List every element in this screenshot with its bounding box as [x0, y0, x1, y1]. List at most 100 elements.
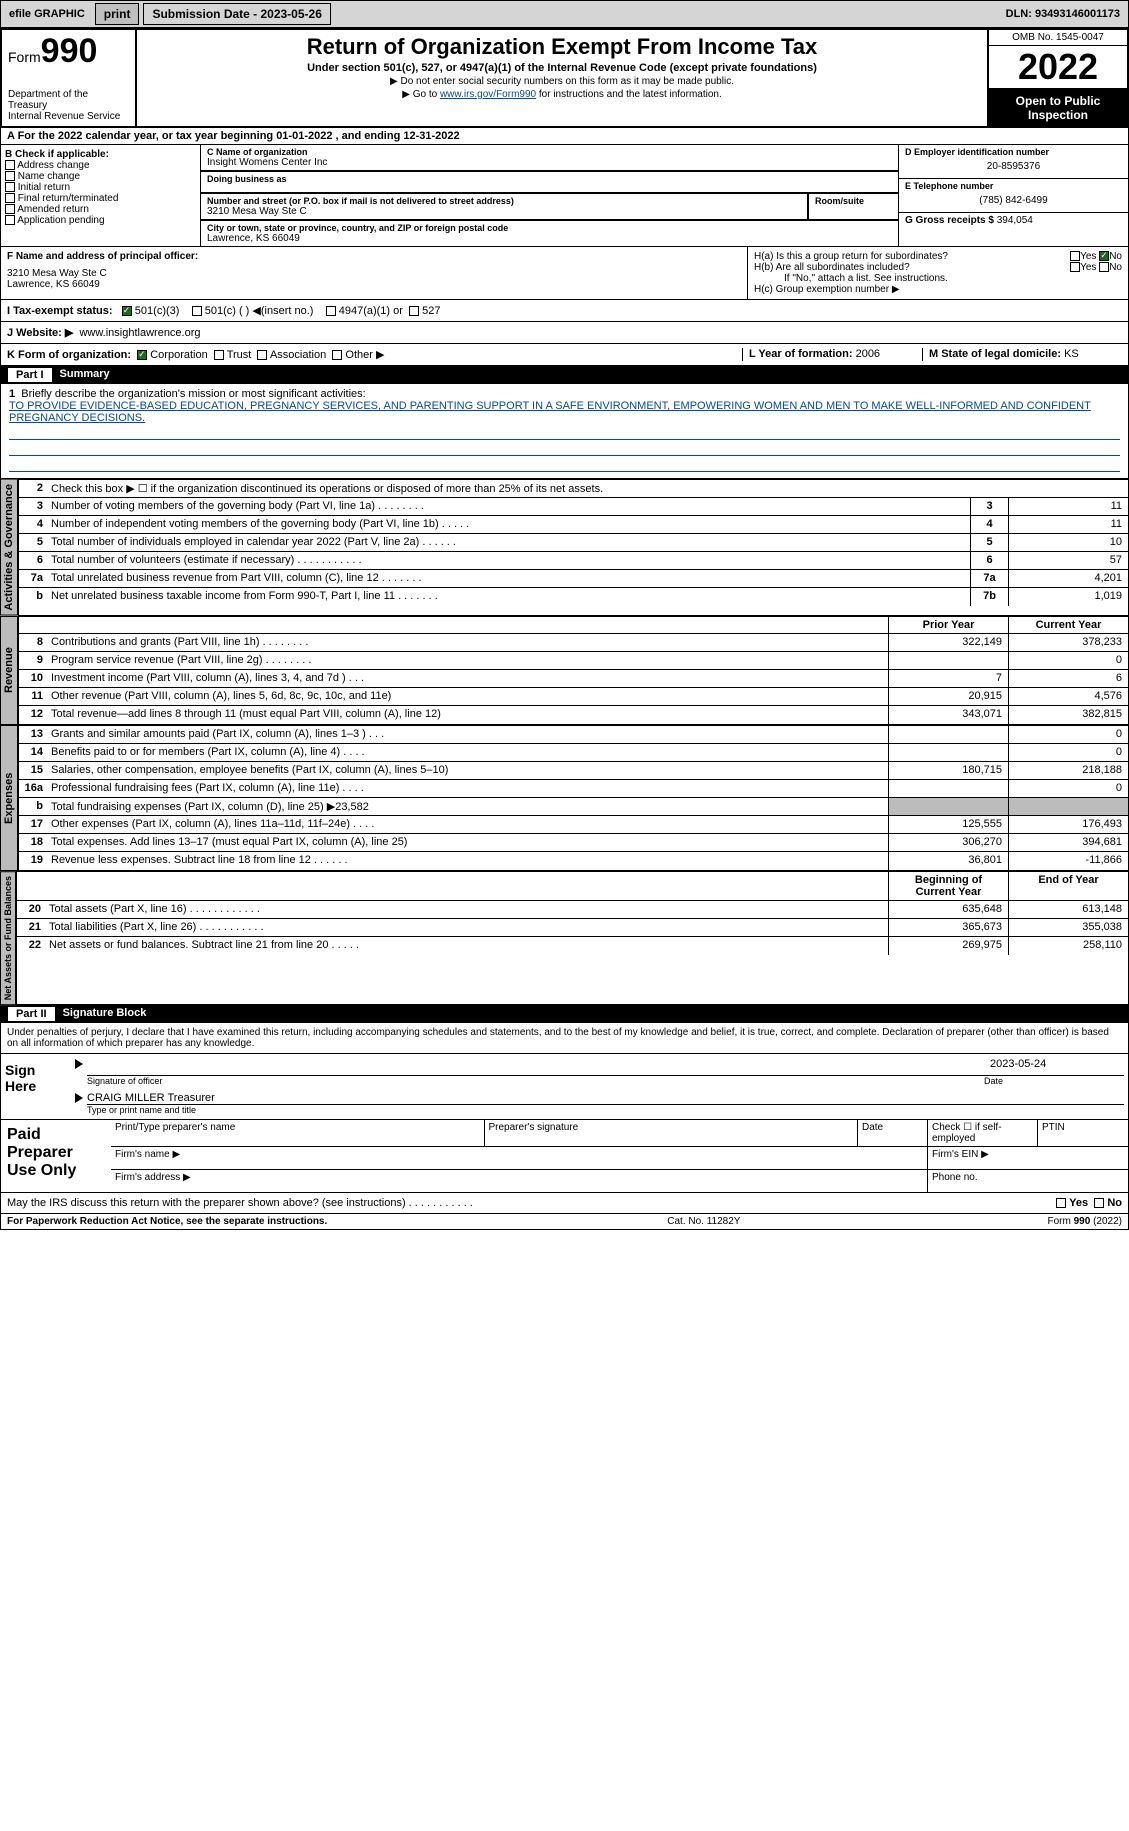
chk-assoc[interactable] [257, 350, 267, 360]
l16b-desc: Total fundraising expenses (Part IX, col… [47, 798, 888, 815]
irs-link[interactable]: www.irs.gov/Form990 [440, 89, 536, 100]
chk-address-change[interactable] [5, 160, 15, 170]
form-title-block: Return of Organization Exempt From Incom… [137, 30, 987, 126]
chk-527[interactable] [409, 306, 419, 316]
paid-preparer-block: Paid Preparer Use Only Print/Type prepar… [0, 1120, 1129, 1193]
officer-name-label: Type or print name and title [87, 1105, 1124, 1115]
l4-val: 11 [1008, 516, 1128, 533]
l16b-curr-shade [1008, 798, 1128, 815]
opt-app-pending: Application pending [17, 215, 104, 226]
chk-501c3[interactable] [122, 306, 132, 316]
opt-name-change: Name change [18, 171, 80, 182]
ha-yes: Yes [1080, 251, 1096, 262]
sidetab-netassets: Net Assets or Fund Balances [0, 871, 16, 1005]
sidetab-activities: Activities & Governance [0, 479, 18, 616]
part-i-title: Summary [60, 368, 110, 382]
l9-desc: Program service revenue (Part VIII, line… [47, 652, 888, 669]
org-name: Insight Womens Center Inc [207, 157, 892, 168]
officer-name: CRAIG MILLER Treasurer [87, 1092, 1124, 1105]
firm-addr-label: Firm's address ▶ [111, 1170, 928, 1192]
form-year-block: OMB No. 1545-0047 2022 Open to Public In… [987, 30, 1127, 126]
prep-date-hdr: Date [858, 1120, 928, 1146]
l18-desc: Total expenses. Add lines 13–17 (must eq… [47, 834, 888, 851]
chk-app-pending[interactable] [5, 215, 15, 225]
f-label: F Name and address of principal officer: [7, 251, 741, 262]
chk-amended[interactable] [5, 204, 15, 214]
mission-text: TO PROVIDE EVIDENCE-BASED EDUCATION, PRE… [9, 400, 1091, 424]
expenses-section: Expenses 13Grants and similar amounts pa… [0, 725, 1129, 871]
form-header: Form990 Department of the Treasury Inter… [0, 28, 1129, 128]
l18-curr: 394,681 [1008, 834, 1128, 851]
e-phone-label: E Telephone number [905, 181, 1122, 191]
ha-no: No [1109, 251, 1122, 262]
signature-line [87, 1058, 984, 1076]
irs-discuss-row: May the IRS discuss this return with the… [0, 1193, 1129, 1214]
l9-curr: 0 [1008, 652, 1128, 669]
chk-other[interactable] [332, 350, 342, 360]
chk-trust[interactable] [214, 350, 224, 360]
l10-curr: 6 [1008, 670, 1128, 687]
chk-corp[interactable] [137, 350, 147, 360]
firm-name-label: Firm's name ▶ [111, 1147, 928, 1169]
chk-hb-no[interactable] [1099, 262, 1109, 272]
chk-ha-no[interactable] [1099, 251, 1109, 261]
l6-val: 57 [1008, 552, 1128, 569]
l19-prior: 36,801 [888, 852, 1008, 870]
chk-ha-yes[interactable] [1070, 251, 1080, 261]
prep-selfemp-hdr: Check ☐ if self-employed [928, 1120, 1038, 1146]
chk-name-change[interactable] [5, 171, 15, 181]
open-public-badge: Open to Public Inspection [989, 90, 1127, 126]
d-ein-label: D Employer identification number [905, 147, 1122, 157]
blank-line-2 [9, 442, 1120, 456]
firm-phone-label: Phone no. [928, 1170, 1128, 1192]
b-label: B Check if applicable: [5, 149, 196, 160]
l3-val: 11 [1008, 498, 1128, 515]
i-label: I Tax-exempt status: [7, 305, 113, 317]
city-label: City or town, state or province, country… [207, 223, 892, 233]
section-b-checkboxes: B Check if applicable: Address change Na… [1, 145, 201, 246]
year-formation: 2006 [856, 348, 880, 360]
l11-prior: 20,915 [888, 688, 1008, 705]
l15-curr: 218,188 [1008, 762, 1128, 779]
chk-initial-return[interactable] [5, 182, 15, 192]
l10-desc: Investment income (Part VIII, column (A)… [47, 670, 888, 687]
room-label: Room/suite [815, 196, 892, 206]
l13-desc: Grants and similar amounts paid (Part IX… [47, 726, 888, 743]
print-button[interactable]: print [95, 3, 140, 25]
state-domicile: KS [1064, 348, 1079, 360]
l8-prior: 322,149 [888, 634, 1008, 651]
form-subtitle: Under section 501(c), 527, or 4947(a)(1)… [141, 62, 983, 74]
chk-discuss-yes[interactable] [1056, 1198, 1066, 1208]
l14-desc: Benefits paid to or for members (Part IX… [47, 744, 888, 761]
chk-501c[interactable] [192, 306, 202, 316]
j-label: J Website: ▶ [7, 327, 73, 339]
form-note-ssn: ▶ Do not enter social security numbers o… [141, 76, 983, 87]
l16b-prior-shade [888, 798, 1008, 815]
chk-final-return[interactable] [5, 193, 15, 203]
chk-discuss-no[interactable] [1094, 1198, 1104, 1208]
f-h-row: F Name and address of principal officer:… [0, 247, 1129, 300]
discuss-no: No [1107, 1197, 1122, 1209]
l6-desc: Total number of volunteers (estimate if … [47, 552, 970, 569]
l22-end: 258,110 [1008, 937, 1128, 955]
phone-value: (785) 842-6499 [905, 191, 1122, 210]
l16a-prior [888, 780, 1008, 797]
officer-addr2: Lawrence, KS 66049 [7, 279, 741, 290]
l19-desc: Revenue less expenses. Subtract line 18 … [47, 852, 888, 870]
firm-ein-label: Firm's EIN ▶ [928, 1147, 1128, 1169]
form-id-block: Form990 Department of the Treasury Inter… [2, 30, 137, 126]
note-prefix: ▶ Go to [402, 89, 440, 100]
chk-4947[interactable] [326, 306, 336, 316]
revenue-section: Revenue Prior Year Current Year 8Contrib… [0, 616, 1129, 725]
hc-label: H(c) Group exemption number ▶ [754, 284, 1122, 295]
hdr-end: End of Year [1008, 872, 1128, 900]
dln-label: DLN: 93493146001173 [998, 5, 1128, 23]
dept-label: Department of the Treasury [8, 89, 129, 111]
hb-yes: Yes [1080, 262, 1096, 273]
mission-block: 1 Briefly describe the organization's mi… [0, 384, 1129, 479]
chk-hb-yes[interactable] [1070, 262, 1080, 272]
l21-end: 355,038 [1008, 919, 1128, 936]
efile-graphic-label: efile GRAPHIC [1, 5, 93, 23]
l7a-val: 4,201 [1008, 570, 1128, 587]
opt-trust: Trust [227, 349, 252, 361]
